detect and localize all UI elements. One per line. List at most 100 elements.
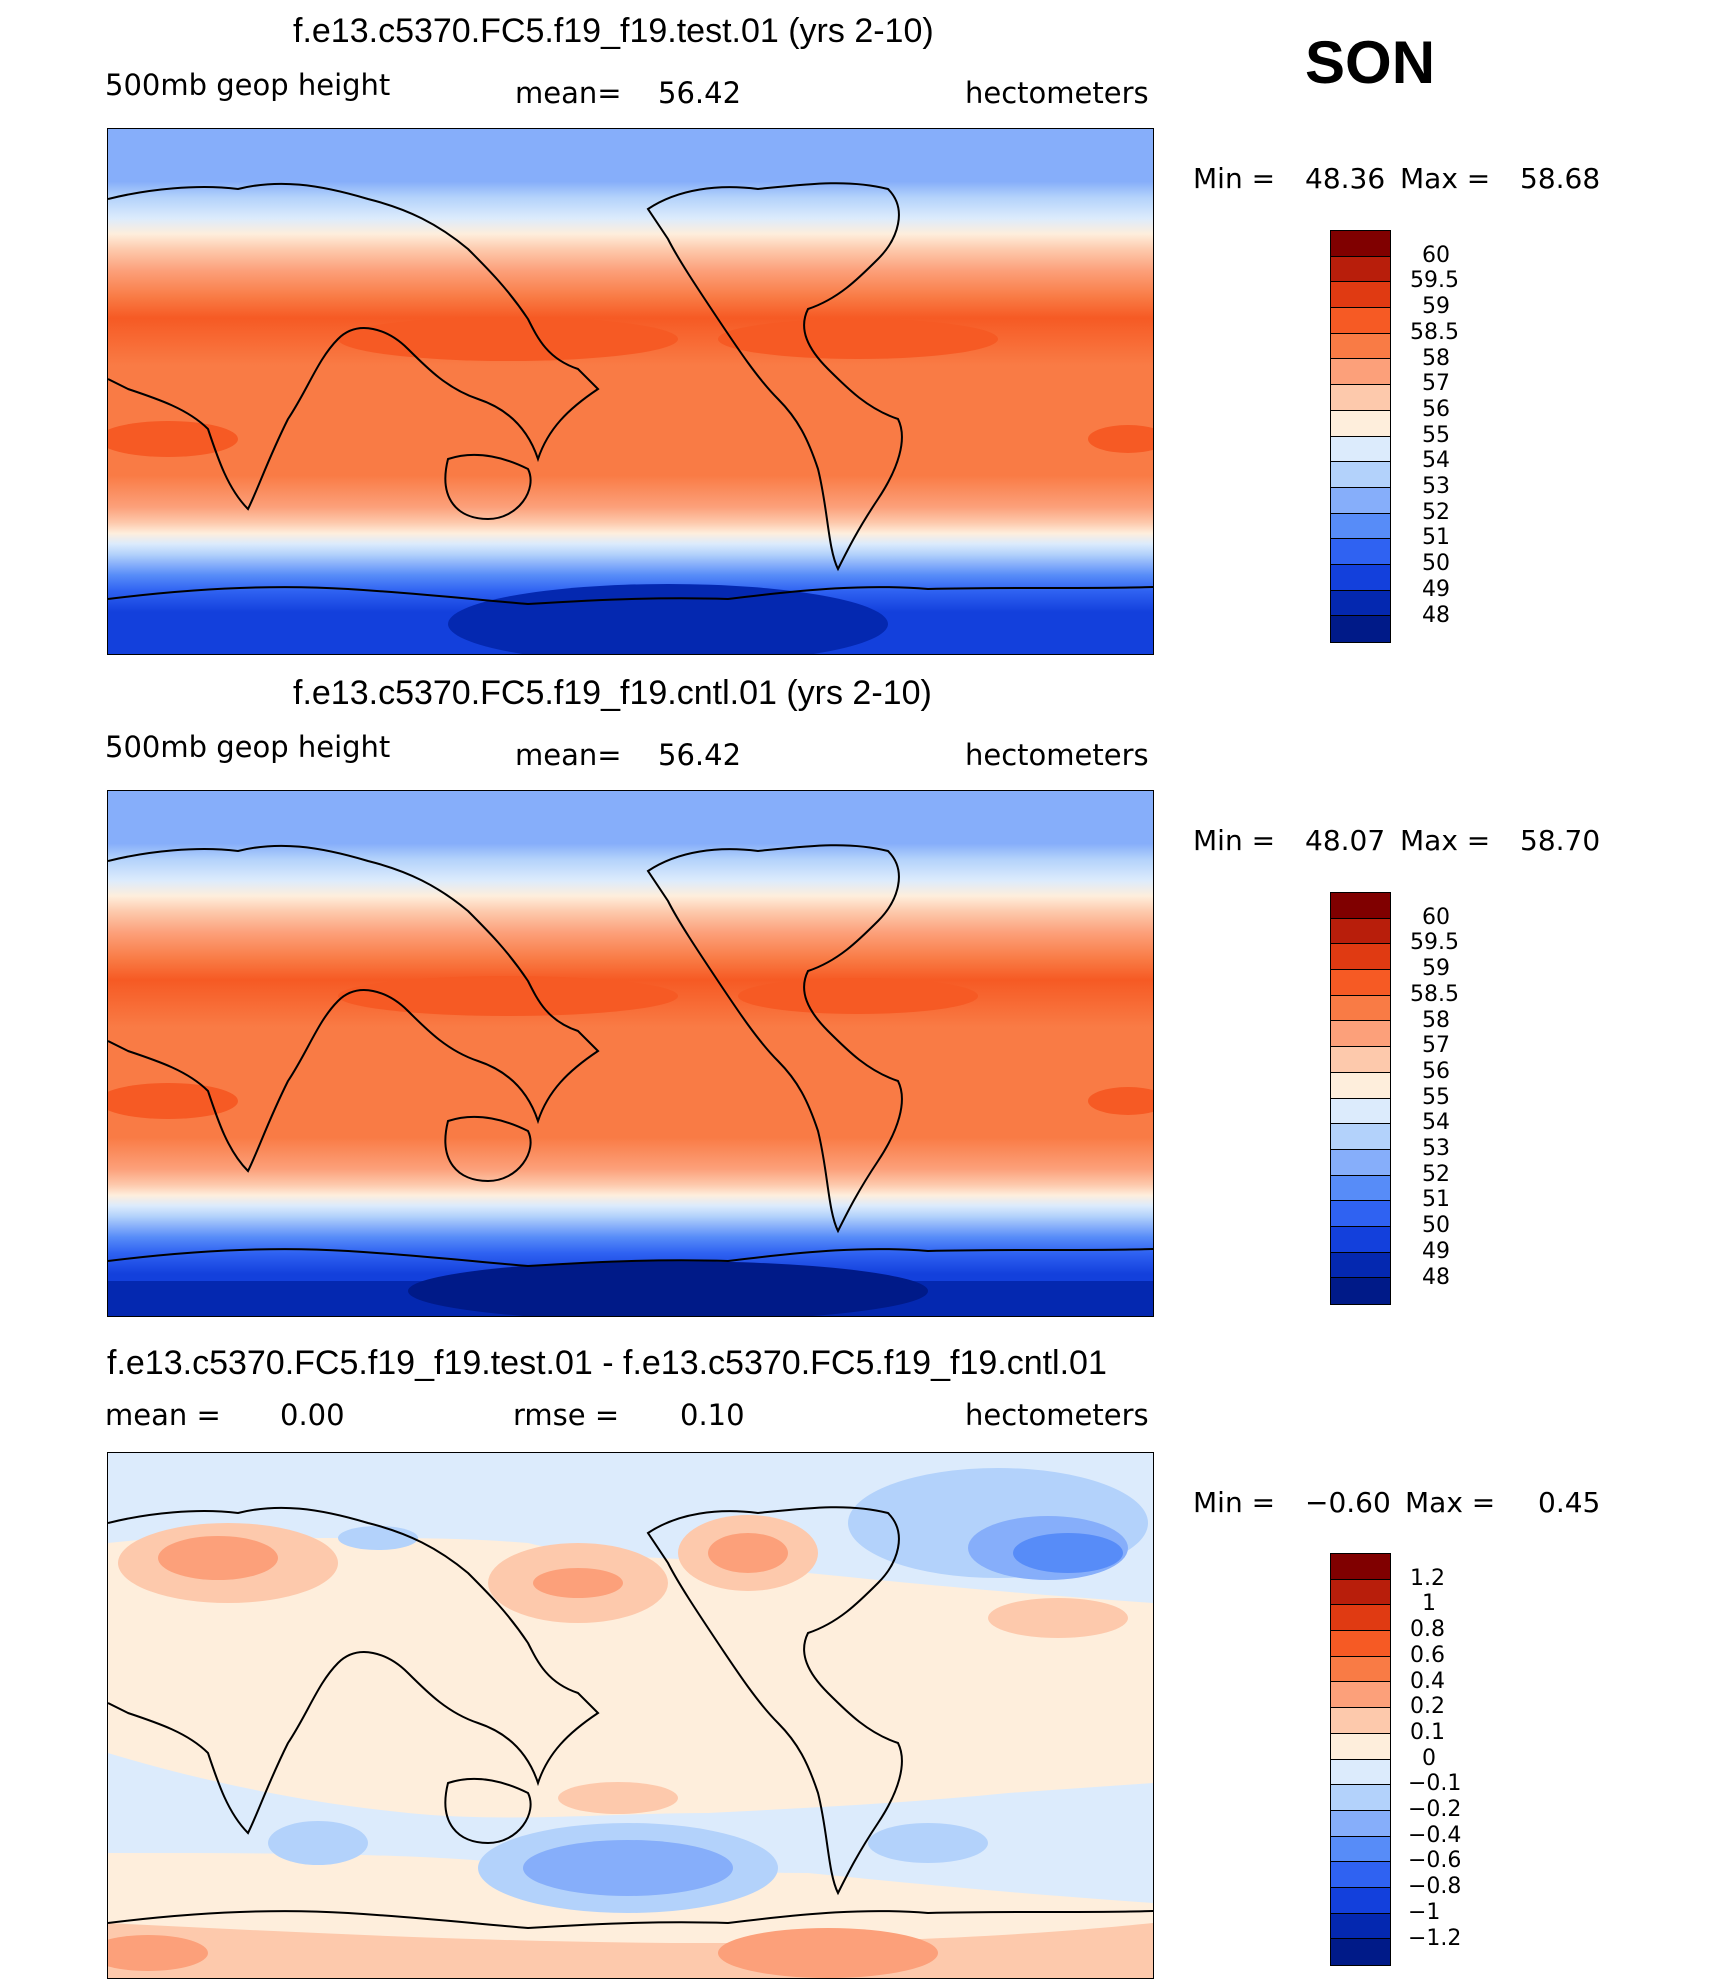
colorbar-swatch [1331,1887,1390,1914]
colorbar-tick-label: 0.4 [1410,1668,1445,1694]
panel-cntl-variable: 500mb geop height [105,730,391,764]
panel-test-min-value: 48.36 [1305,162,1386,195]
colorbar-tick-label: 49 [1422,576,1450,602]
colorbar-tick-label: 59 [1422,956,1450,982]
colorbar-swatch [1331,1149,1390,1176]
colorbar-swatch [1331,1605,1390,1632]
colorbar-tick-label: 56 [1422,1058,1450,1084]
colorbar-swatch [1331,970,1390,996]
colorbar-swatch [1331,1072,1390,1099]
colorbar-tick-label: 55 [1422,422,1450,448]
colorbar-swatch [1331,1047,1390,1073]
colorbar-tick-label: 0.1 [1410,1719,1445,1745]
panel-cntl-min-label: Min = [1193,824,1276,857]
colorbar-tick-label: 54 [1422,448,1450,474]
colorbar-tick-label: 59 [1422,294,1450,320]
panel-cntl-max-label: Max = [1400,824,1491,857]
colorbar-swatch [1331,1554,1390,1580]
panel-cntl-map [107,790,1154,1317]
panel-diff-mean-label: mean = [105,1398,221,1432]
panel-cntl-mean-value: 56.42 [658,738,742,772]
colorbar-tick-label: 51 [1422,1187,1450,1213]
colorbar-swatch [1331,995,1390,1022]
colorbar-tick-label: −1.2 [1408,1925,1462,1951]
colorbar-tick-label: 0 [1422,1745,1436,1771]
colorbar-swatch [1331,436,1390,463]
panel-cntl-max-value: 58.70 [1520,824,1601,857]
panel-diff-contour-map [108,1453,1153,1978]
colorbar-tick-label: 58 [1422,1007,1450,1033]
colorbar-tick-label: −0.6 [1408,1848,1462,1874]
colorbar-tick-label: −0.1 [1408,1771,1462,1797]
colorbar-tick-label: 53 [1422,474,1450,499]
colorbar-swatch [1331,231,1390,257]
colorbar-tick-label: 60 [1422,904,1450,930]
panel-cntl-colorbar [1330,892,1391,1305]
colorbar-tick-label: −1 [1408,1899,1441,1925]
colorbar-swatch [1331,1252,1390,1279]
colorbar-swatch [1331,1201,1390,1227]
panel-test-map [107,128,1154,655]
colorbar-tick-label: 48 [1422,602,1450,628]
panel-diff-rmse-label: rmse = [513,1398,620,1432]
colorbar-swatch [1331,359,1390,386]
colorbar-tick-label: 49 [1422,1238,1450,1264]
colorbar-tick-label: 53 [1422,1136,1450,1161]
colorbar-swatch [1331,539,1390,565]
colorbar-tick-label: 55 [1422,1084,1450,1110]
colorbar-tick-label: 52 [1422,1161,1450,1187]
colorbar-tick-label: 56 [1422,396,1450,422]
colorbar-tick-label: 60 [1422,242,1450,268]
colorbar-tick-label: 52 [1422,499,1450,525]
colorbar-swatch [1331,462,1390,488]
colorbar-tick-label: 57 [1422,371,1450,397]
colorbar-swatch [1331,1810,1390,1837]
panel-test-mean-value: 56.42 [658,76,742,110]
panel-test-max-label: Max = [1400,162,1491,195]
colorbar-tick-label: 50 [1422,1213,1450,1239]
colorbar-swatch [1331,1913,1390,1940]
colorbar-tick-label: 57 [1422,1033,1450,1059]
colorbar-swatch [1331,918,1390,945]
colorbar-tick-label: 51 [1422,525,1450,551]
colorbar-tick-label: −0.2 [1408,1797,1462,1822]
panel-diff-max-value: 0.45 [1538,1486,1601,1519]
colorbar-swatch [1331,1785,1390,1811]
colorbar-swatch [1331,1631,1390,1657]
colorbar-swatch [1331,282,1390,309]
colorbar-tick-label: 54 [1422,1110,1450,1136]
colorbar-tick-label: 0.8 [1410,1617,1445,1643]
colorbar-swatch [1331,893,1390,919]
colorbar-swatch [1331,410,1390,437]
colorbar-swatch [1331,1098,1390,1125]
colorbar-swatch [1331,1862,1390,1888]
colorbar-tick-label: −0.8 [1408,1874,1462,1900]
colorbar-tick-label: −0.4 [1408,1822,1462,1848]
panel-test-title: f.e13.c5370.FC5.f19_f19.test.01 (yrs 2-1… [293,12,934,50]
panel-test-min-label: Min = [1193,162,1276,195]
colorbar-swatch [1331,564,1390,591]
season-label: SON [1305,29,1436,96]
colorbar-swatch [1331,1021,1390,1048]
colorbar-swatch [1331,1836,1390,1863]
panel-diff-rmse-value: 0.10 [680,1398,745,1432]
colorbar-tick-label: 58 [1422,345,1450,371]
colorbar-swatch [1331,590,1390,617]
colorbar-swatch [1331,1175,1390,1202]
panel-diff-units: hectometers [965,1398,1149,1432]
panel-diff-max-label: Max = [1405,1486,1496,1519]
colorbar-swatch [1331,1759,1390,1786]
panel-test-mean-label: mean= [515,76,622,110]
colorbar-swatch [1331,1656,1390,1683]
panel-cntl-mean-label: mean= [515,738,622,772]
colorbar-swatch [1331,333,1390,360]
panel-cntl-min-value: 48.07 [1305,824,1386,857]
colorbar-swatch [1331,487,1390,514]
colorbar-tick-label: 48 [1422,1264,1450,1290]
colorbar-swatch [1331,385,1390,411]
panel-diff-mean-value: 0.00 [280,1398,345,1432]
panel-test-max-value: 58.68 [1520,162,1601,195]
panel-cntl-units: hectometers [965,738,1149,772]
colorbar-swatch [1331,1124,1390,1150]
panel-diff-min-value: −0.60 [1305,1486,1391,1519]
